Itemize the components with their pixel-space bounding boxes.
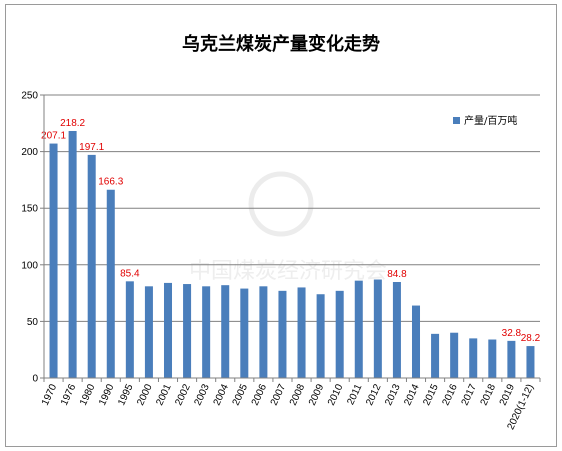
x-tick-label: 1970	[40, 382, 60, 407]
x-tick-label: 2006	[250, 382, 270, 407]
x-tick-label: 2003	[193, 382, 213, 407]
x-tick-label: 1990	[97, 382, 117, 407]
bar	[106, 189, 115, 378]
bars	[49, 130, 535, 378]
bar	[526, 346, 535, 378]
data-label: 197.1	[79, 142, 104, 153]
bar	[240, 288, 249, 378]
x-tick-label: 2000	[135, 382, 155, 407]
bar	[202, 286, 211, 378]
x-tick-label: 2013	[383, 382, 403, 407]
bar	[392, 282, 401, 378]
x-tick-label: 2019	[498, 382, 518, 407]
x-tick-label: 2015	[421, 382, 441, 407]
bar	[507, 340, 516, 378]
x-tick-label: 2016	[441, 382, 461, 407]
bar	[259, 286, 268, 378]
bar	[316, 294, 325, 378]
legend: 产量/百万吨	[453, 114, 517, 127]
y-tick-label: 200	[21, 147, 38, 158]
y-tick-label: 0	[32, 374, 38, 385]
data-label: 207.1	[41, 131, 66, 142]
x-axis-ticks: 1970 1976 1980 1990 1995 2000 2001 2002 2003 2004…	[40, 378, 541, 432]
x-tick-label: 2008	[288, 382, 308, 407]
bar	[469, 338, 478, 378]
x-tick-label: 2010	[326, 382, 346, 407]
x-tick-label: 2018	[479, 382, 499, 407]
x-tick-label: 2001	[154, 382, 174, 407]
bar	[125, 281, 134, 378]
bar	[411, 305, 421, 378]
x-tick-label: 2011	[345, 382, 364, 407]
chart-title: 乌克兰煤炭产量变化走势	[182, 34, 380, 55]
data-label: 85.4	[120, 268, 140, 279]
bar	[68, 130, 77, 378]
bar	[183, 284, 192, 378]
data-label: 32.8	[502, 328, 522, 339]
bar	[431, 333, 440, 378]
x-tick-label: 2014	[402, 382, 422, 407]
x-tick-label: 1976	[59, 382, 79, 407]
x-tick-label: 1980	[78, 382, 98, 407]
data-label: 84.8	[387, 269, 407, 280]
bar	[373, 279, 382, 378]
bar	[221, 285, 230, 378]
x-tick-label: 2007	[269, 382, 289, 407]
bar	[278, 290, 287, 378]
bar	[488, 339, 497, 378]
y-tick-label: 150	[21, 204, 38, 215]
bar	[87, 154, 96, 378]
watermark-text: 中国煤炭经济研究会	[189, 259, 387, 284]
bar	[49, 143, 58, 378]
bar	[297, 287, 306, 378]
x-tick-label: 2004	[212, 382, 232, 407]
x-tick-label: 1995	[116, 382, 136, 407]
data-label: 218.2	[60, 118, 85, 129]
bar	[163, 282, 173, 378]
bar	[354, 280, 363, 378]
axes	[43, 95, 540, 379]
bar	[450, 332, 459, 378]
x-tick-label: 2009	[307, 382, 327, 407]
watermark: 中国煤炭经济研究会	[189, 171, 387, 284]
bar	[144, 286, 153, 378]
watermark-logo	[248, 171, 314, 237]
gridlines	[44, 94, 540, 322]
x-tick-label: 2002	[173, 382, 193, 407]
x-tick-label: 2012	[364, 382, 384, 407]
y-axis-ticks: 0 50 100 150 200 250	[21, 91, 44, 385]
y-tick-label: 100	[21, 260, 38, 271]
x-tick-label: 2017	[460, 382, 480, 407]
legend-swatch	[453, 117, 460, 124]
y-tick-label: 250	[21, 91, 38, 102]
bar	[335, 290, 344, 378]
y-tick-label: 50	[27, 317, 39, 328]
data-label: 28.2	[521, 333, 541, 344]
x-tick-label: 2005	[231, 382, 251, 407]
legend-label: 产量/百万吨	[464, 114, 517, 127]
data-label: 166.3	[98, 177, 123, 188]
data-labels: 207.1 218.2 197.1 166.3 85.4 84.8 32.8 28.2	[41, 118, 541, 344]
